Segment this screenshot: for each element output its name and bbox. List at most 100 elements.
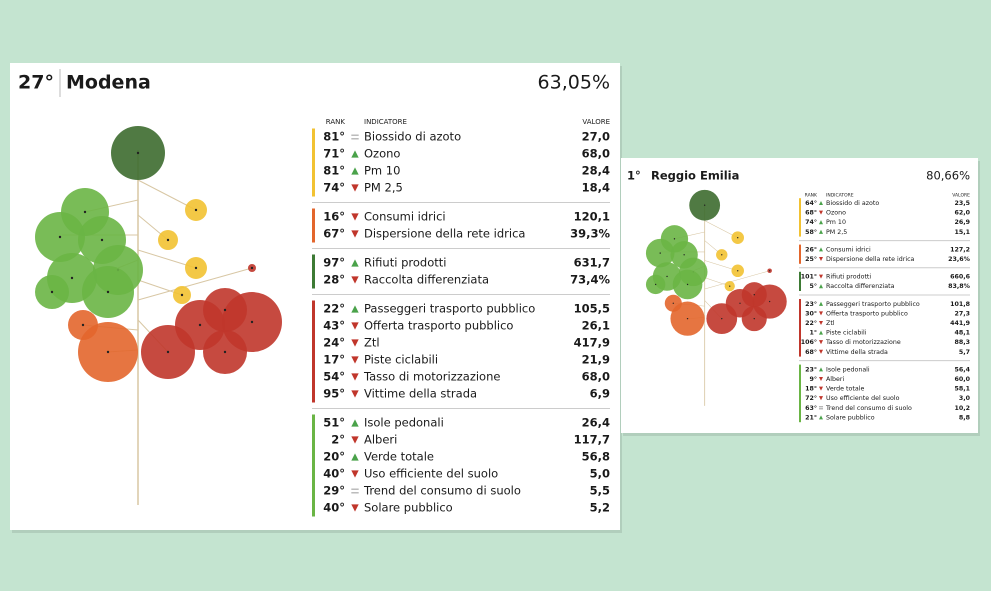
row-value: 441,9 [950,320,970,327]
bubble-dot [70,276,74,280]
trend-down [351,213,359,221]
trend-up [351,150,359,158]
row-name: PM 2,5 [364,181,403,195]
row-rank: 95° [323,387,345,401]
trend-down [818,349,824,354]
bubble-dot [753,294,755,296]
row-name: Pm 10 [364,164,400,178]
row-rank: 81° [323,130,345,144]
tree [35,126,282,505]
row-name: Passeggeri trasporto pubblico [826,301,920,308]
row-value: 21,9 [582,353,610,367]
row-name: Trend del consumo di suolo [363,484,521,498]
row-rank: 106° [801,338,817,346]
bubble-dot [753,317,755,320]
row-rank: 72° [805,394,817,402]
card-score: 63,05% [538,72,610,94]
trend-down [351,276,359,284]
trend-down [818,256,824,262]
trend-down [351,436,359,444]
trend-down [351,184,359,192]
row-value: 26,4 [582,416,610,430]
trend-up [351,305,359,313]
row-name: Ozono [364,147,400,161]
trend-up [818,301,824,306]
trend-down [818,320,824,326]
trend-down [818,396,824,401]
row-rank: 18° [805,385,817,393]
row-value: 5,0 [590,467,610,481]
bubble-dot [673,238,676,240]
row-name: Rifiuti prodotti [364,256,446,270]
row-value: 660,6 [950,274,971,281]
trend-up [818,415,824,420]
row-rank: 74° [323,181,345,195]
row-name: Tasso di motorizzazione [363,370,500,384]
trend-up [818,330,824,335]
row-value: 62,0 [954,210,970,217]
row-name: Ztl [364,336,380,350]
row-name: Alberi [826,376,845,383]
row-value: 39,3% [570,227,610,241]
row-name: Ztl [826,320,835,327]
row-value: 15,1 [954,229,970,236]
row-value: 127,2 [950,246,970,253]
row-rank: 74° [805,218,817,226]
row-rank: 54° [323,370,345,384]
row-rank: 40° [323,467,345,481]
row-value: 26,9 [954,219,970,226]
row-rank: 20° [323,450,345,464]
row-value: 120,1 [574,210,610,224]
bubble-dot [683,254,685,256]
trend-down [351,322,359,330]
row-value: 6,9 [590,387,610,401]
row-name: Consumi idrici [364,210,446,224]
row-rank: 67° [323,227,345,241]
row-rank: 30° [805,309,817,317]
row-rank: 51° [323,416,345,430]
bubble-dot [768,300,771,303]
trend-up [818,367,824,372]
trend-up [351,167,359,175]
bubble-dot [136,151,140,155]
bubble-dot [81,323,85,327]
row-rank: 23° [805,300,817,308]
branch [704,270,770,290]
row-value: 48,1 [954,330,970,337]
row-value: 88,3 [954,339,970,346]
row-rank: 71° [323,147,345,161]
bubble-dot [729,285,731,287]
row-name: Offerta trasporto pubblico [364,319,513,333]
row-value: 3,0 [959,395,971,402]
trend-up [818,247,824,252]
row-name: Pm 10 [826,219,846,226]
row-rank: 63° [805,404,817,412]
row-value: 83,8% [948,283,971,290]
bubble-dot [106,290,110,294]
row-name: PM 2,5 [826,229,847,236]
card-city: Modena [66,72,151,94]
bubble-dot [194,208,198,212]
row-value: 68,0 [582,370,610,384]
row-name: Vittime della strada [826,349,888,356]
row-name: Solare pubblico [826,414,875,421]
row-value: 26,1 [582,319,610,333]
trend-down [818,376,824,382]
row-rank: 43° [323,319,345,333]
row-value: 8,8 [959,414,970,421]
row-name: Raccolta differenziata [364,273,489,287]
bubble-dot [100,238,104,242]
row-rank: 68° [805,348,817,356]
group-bar [799,244,801,264]
row-name: Uso efficiente del suolo [364,467,498,481]
row-name: Alberi [364,433,397,447]
row-rank: 58° [805,228,817,236]
row-rank: 17° [323,353,345,367]
row-rank: 68° [805,209,817,217]
row-rank: 40° [323,501,345,515]
row-rank: 25° [805,255,817,263]
row-name: Passeggeri trasporto pubblico [364,302,535,316]
row-value: 27,0 [582,130,610,144]
row-value: 631,7 [574,256,610,270]
row-name: Solare pubblico [364,501,453,515]
